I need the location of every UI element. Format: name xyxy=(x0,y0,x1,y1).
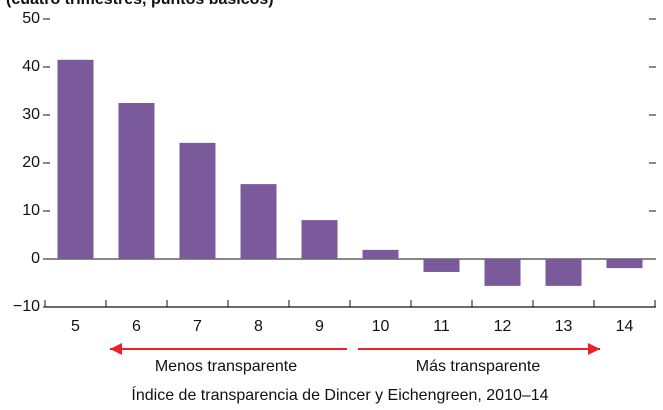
bar xyxy=(423,259,460,272)
y-tick-label: 20 xyxy=(22,154,40,171)
x-tick-label: 12 xyxy=(494,318,512,335)
bar xyxy=(240,184,277,259)
x-tick-label: 6 xyxy=(132,318,141,335)
y-tick-label: 30 xyxy=(22,106,40,123)
y-tick-label: 50 xyxy=(22,10,40,27)
annotation: Menos transparente xyxy=(155,358,297,375)
y-tick-label: 10 xyxy=(22,202,40,219)
bar xyxy=(301,220,338,259)
x-tick-label: 7 xyxy=(193,318,202,335)
x-tick-label: 9 xyxy=(315,318,324,335)
x-tick-label: 13 xyxy=(555,318,573,335)
x-tick-label: 11 xyxy=(433,318,450,335)
arrow-head xyxy=(588,343,600,355)
bar xyxy=(362,249,399,259)
chart-subtitle: (cuatro trimestres, puntos básicos) xyxy=(6,0,274,8)
bar xyxy=(118,103,155,259)
x-tick-label: 10 xyxy=(372,318,390,335)
bar xyxy=(179,142,216,259)
x-tick-label: 14 xyxy=(616,318,634,335)
arrow-head xyxy=(110,343,122,355)
x-axis-label: Índice de transparencia de Dincer y Eich… xyxy=(131,385,548,404)
bar xyxy=(606,259,643,269)
y-tick-label: 40 xyxy=(22,58,40,75)
bar xyxy=(545,259,582,286)
annotation: Más transparente xyxy=(416,358,541,375)
y-tick-label: 0 xyxy=(31,250,40,267)
bar xyxy=(57,59,94,259)
bar xyxy=(484,259,521,286)
x-tick-label: 8 xyxy=(254,318,263,335)
y-tick-label: −10 xyxy=(13,298,40,315)
x-tick-label: 5 xyxy=(71,318,80,335)
